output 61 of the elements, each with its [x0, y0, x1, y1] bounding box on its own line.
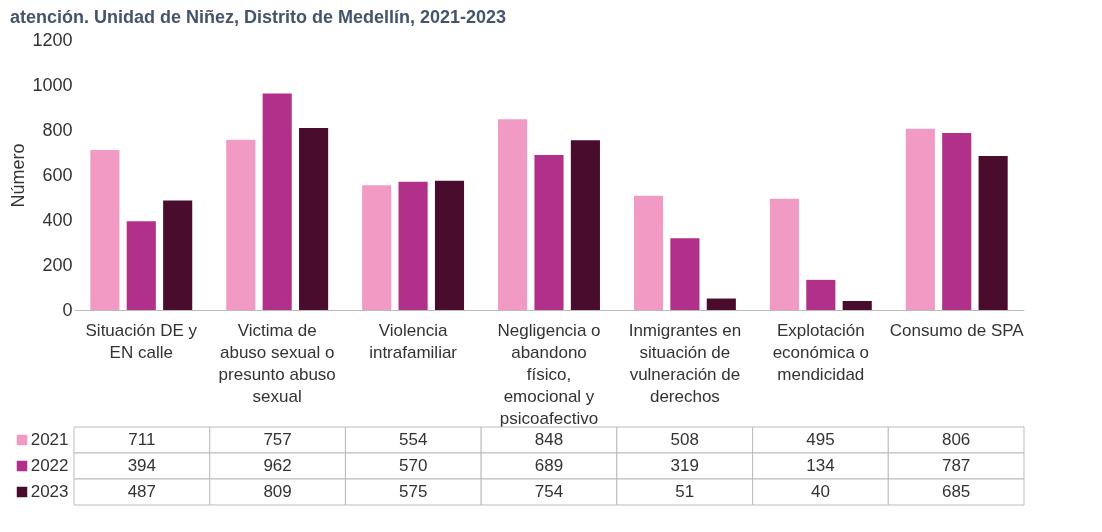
y-tick-label: 1200 [32, 29, 73, 50]
legend-label: 2023 [30, 482, 69, 501]
y-tick-label: 1000 [32, 74, 73, 95]
data-label: 689 [534, 456, 564, 475]
data-label: 757 [263, 430, 292, 449]
bar [806, 279, 836, 310]
data-label: 554 [399, 430, 428, 449]
bar [706, 298, 736, 310]
data-label: 962 [263, 456, 292, 475]
data-label: 508 [670, 430, 699, 449]
x-tick-label: Explotación económica o mendicidad [772, 320, 870, 384]
y-tick-label: 200 [42, 254, 73, 275]
bar [570, 140, 600, 310]
data-label: 394 [127, 456, 157, 475]
bar [299, 127, 329, 310]
data-label: 787 [941, 456, 971, 475]
data-label: 848 [534, 430, 564, 449]
data-label: 487 [127, 482, 157, 501]
data-label: 134 [806, 456, 835, 475]
x-tick-label: Consumo de SPA [889, 320, 1025, 340]
data-label: 51 [675, 482, 695, 501]
y-tick-label: 800 [42, 119, 73, 140]
chart-title: atención. Unidad de Niñez, Distrito de Medellín, 2021-2023 [9, 7, 507, 27]
bar [769, 198, 799, 310]
data-label: 319 [670, 456, 699, 475]
x-tick-label: Situación DE y EN calle [85, 320, 198, 362]
bar [942, 132, 972, 310]
data-label: 575 [399, 482, 428, 501]
x-tick-label: Violencia intrafamiliar [369, 320, 458, 362]
bar [262, 93, 292, 310]
data-label: 40 [810, 482, 830, 501]
bar [670, 238, 700, 310]
x-tick-label: Inmigrantes en situación de vulneración de derechos [628, 320, 742, 406]
y-tick-label: 400 [42, 209, 73, 230]
bar [362, 185, 392, 310]
data-label: 806 [941, 430, 971, 449]
bar [398, 181, 428, 310]
x-tick-label: Negligencia o abandono físico, emocional y psicoafectivo [497, 320, 601, 428]
bar [842, 301, 872, 310]
legend-label: 2021 [30, 430, 69, 449]
bar [905, 128, 935, 310]
legend-label: 2022 [30, 456, 69, 475]
bar [434, 180, 465, 310]
data-label: 685 [941, 482, 971, 501]
y-tick-label: 600 [42, 164, 73, 185]
bar [498, 119, 528, 310]
bar [90, 150, 120, 310]
bar [226, 139, 256, 310]
y-axis-title: Número [8, 143, 29, 208]
bar [163, 200, 193, 310]
data-label: 754 [534, 482, 564, 501]
bar [534, 154, 564, 310]
data-label: 495 [806, 430, 835, 449]
bar [978, 155, 1008, 310]
bar [126, 221, 156, 310]
x-tick-label: Victima de abuso sexual o presunto abuso sexual [218, 320, 336, 406]
data-label: 711 [128, 430, 156, 449]
data-label: 809 [263, 482, 292, 501]
bar [633, 195, 664, 310]
y-tick-label: 0 [62, 299, 73, 320]
data-label: 570 [399, 456, 428, 475]
